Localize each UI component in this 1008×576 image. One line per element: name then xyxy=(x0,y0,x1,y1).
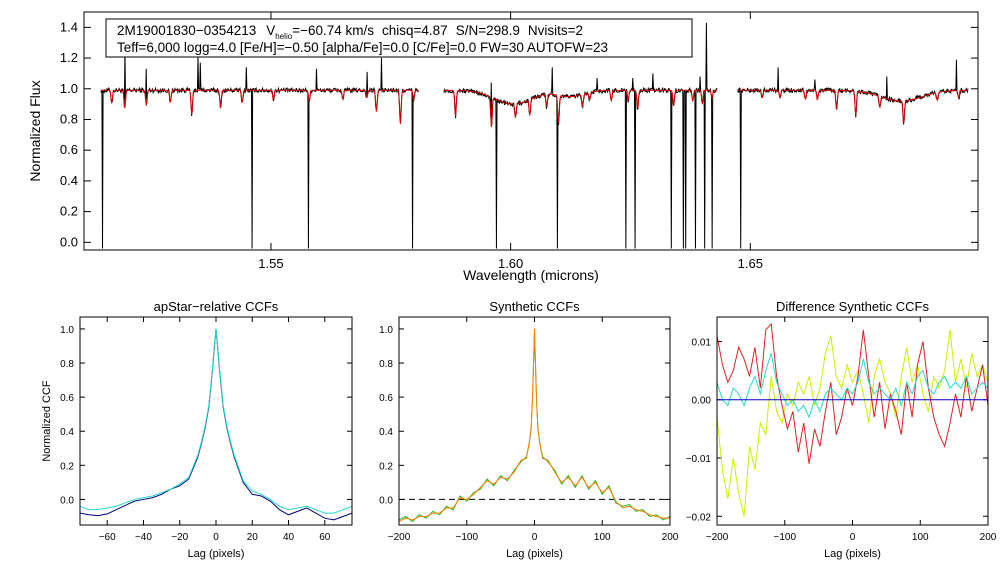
spectrum-ytick-label: 0.0 xyxy=(60,234,78,249)
observed-spectrum-chip-1 xyxy=(100,48,419,249)
apstar-ccf-ylabel: Normalized CCF xyxy=(41,380,53,462)
difference-ccf-xtick-label: −200 xyxy=(706,532,729,543)
model-spectrum-chip-1 xyxy=(100,89,419,124)
difference-ccf-ytick-label: 0.01 xyxy=(692,337,712,348)
spectrum-ytick-label: 0.6 xyxy=(60,142,78,157)
info-line-1: 2M19001830−0354213 Vhelio=−60.74 km/s chis… xyxy=(117,23,583,41)
observed-spectrum-chip-3 xyxy=(737,59,969,249)
apstar-ccf-xtick-label: 40 xyxy=(283,532,295,543)
apstar-ccf-xtick-label: 60 xyxy=(319,532,331,543)
difference-ccf-ytick-label: −0.01 xyxy=(686,454,712,465)
difference-ccf-xtick-label: 100 xyxy=(912,532,929,543)
synthetic-ccf-xtick-label: 0 xyxy=(532,532,538,543)
spectrum-ytick-label: 0.2 xyxy=(60,204,78,219)
difference-ccf-xtick-label: −100 xyxy=(773,532,796,543)
apstar-ccf-ytick-label: 0.8 xyxy=(60,359,74,370)
info-snr: S/N=298.9 xyxy=(456,23,520,38)
synthetic-ccf-frame xyxy=(398,316,671,526)
synthetic-ccf-ytick-label: 0.4 xyxy=(379,427,393,438)
info-vhelio-value: =−60.74 km/s xyxy=(292,23,374,38)
difference-ccf-frame xyxy=(716,316,989,526)
apstar-ccf-panel: −60 −40 −20 0 20 40 60 0.0 0.2 0.4 0.6 0.8 1.0 Lag (p… xyxy=(41,299,353,560)
synthetic-ccf-xlabel: Lag (pixels) xyxy=(506,548,563,560)
info-nvisits: Nvisits=2 xyxy=(528,23,583,38)
model-spectrum-chip-3 xyxy=(737,89,968,124)
synthetic-ccf-title: Synthetic CCFs xyxy=(489,299,580,314)
spectrum-plot-area xyxy=(100,22,969,249)
info-box: 2M19001830−0354213 Vhelio=−60.74 km/s chis… xyxy=(105,18,693,58)
spectrum-xtick-label: 1.65 xyxy=(738,256,763,271)
spectrum-xtick-label: 1.55 xyxy=(258,256,283,271)
synthetic-ccf-ytick-label: 0.2 xyxy=(379,461,393,472)
apstar-ccf-series-visit-2 xyxy=(80,328,352,514)
apstar-ccf-xtick-label: −40 xyxy=(135,532,152,543)
spectrum-xlabel: Wavelength (microns) xyxy=(463,267,599,283)
apstar-ccf-title: apStar−relative CCFs xyxy=(154,299,279,314)
difference-ccf-plot-area xyxy=(717,322,988,517)
synthetic-ccf-ytick-label: 0.6 xyxy=(379,393,393,404)
spectrum-ytick-label: 0.8 xyxy=(60,111,78,126)
spectrum-xtick-label: 1.60 xyxy=(498,256,523,271)
synthetic-ccf-series-synthetic-1 xyxy=(399,328,670,523)
difference-ccf-series-cyan xyxy=(717,352,988,419)
synthetic-ccf-xtick-label: −100 xyxy=(455,532,478,543)
synthetic-ccf-xtick-label: 100 xyxy=(594,532,611,543)
info-vhelio-prefix: V xyxy=(266,23,275,38)
spectrum-ytick-label: 0.4 xyxy=(60,173,78,188)
synthetic-ccf-ytick-label: 0.8 xyxy=(379,359,393,370)
info-vhelio-sub: helio xyxy=(275,32,292,41)
spectrum-panel: 1.55 1.60 1.65 0.0 0.2 0.4 0.6 0.8 1.0 1.2 1.4 Wave… xyxy=(27,11,979,283)
difference-ccf-series-red xyxy=(717,322,988,464)
apstar-ccf-plot-area xyxy=(80,328,352,521)
spectrum-ytick-label: 1.0 xyxy=(60,81,78,96)
difference-ccf-xtick-label: 200 xyxy=(980,532,997,543)
apstar-ccf-ytick-label: 1.0 xyxy=(60,325,74,336)
apstar-ccf-frame xyxy=(79,316,353,526)
apstar-ccf-ytick-label: 0.2 xyxy=(60,461,74,472)
spectrum-ytick-label: 1.2 xyxy=(60,50,78,65)
apstar-ccf-xtick-label: −20 xyxy=(171,532,188,543)
synthetic-ccf-ytick-label: 1.0 xyxy=(379,325,393,336)
spectrum-frame xyxy=(83,11,979,251)
info-box-frame xyxy=(105,18,693,58)
difference-ccf-series-yellow xyxy=(717,329,988,517)
difference-ccf-panel: −200 −100 0 100 200 −0.02 −0.01 0.00 0.01 Lag (pi… xyxy=(686,299,997,560)
spectrum-ylabel: Normalized Flux xyxy=(27,80,43,181)
difference-ccf-xtick-label: 0 xyxy=(850,532,856,543)
apstar-ccf-xtick-label: 0 xyxy=(213,532,219,543)
apstar-ccf-xtick-label: 20 xyxy=(247,532,259,543)
apstar-ccf-ytick-label: 0.0 xyxy=(60,495,74,506)
synthetic-ccf-panel: −200 −100 0 100 200 0.0 0.2 0.4 0.6 0.8 1.0 Lag (pi… xyxy=(379,299,679,560)
difference-ccf-ytick-label: −0.02 xyxy=(686,512,712,523)
apstar-ccf-xlabel: Lag (pixels) xyxy=(188,548,245,560)
synthetic-ccf-series-synthetic-2 xyxy=(399,328,670,523)
synthetic-ccf-plot-area xyxy=(399,328,670,523)
info-star-id: 2M19001830−0354213 xyxy=(117,23,256,38)
synthetic-ccf-xtick-label: 200 xyxy=(662,532,679,543)
synthetic-ccf-xtick-label: −200 xyxy=(388,532,411,543)
info-chisq: chisq=4.87 xyxy=(382,23,448,38)
synthetic-ccf-ytick-label: 0.0 xyxy=(379,495,393,506)
apstar-ccf-xtick-label: −60 xyxy=(99,532,116,543)
model-spectrum-chip-2 xyxy=(443,89,718,128)
apstar-ccf-series-visit-1 xyxy=(80,328,352,521)
info-line-2: Teff=6,000 logg=4.0 [Fe/H]=−0.50 [alpha/… xyxy=(117,40,608,55)
difference-ccf-xlabel: Lag (pixels) xyxy=(824,548,881,560)
difference-ccf-ytick-label: 0.00 xyxy=(692,396,712,407)
apstar-ccf-ytick-label: 0.4 xyxy=(60,427,74,438)
spectrum-ytick-label: 1.4 xyxy=(60,19,78,34)
difference-ccf-title: Difference Synthetic CCFs xyxy=(776,299,929,314)
apstar-ccf-ytick-label: 0.6 xyxy=(60,393,74,404)
